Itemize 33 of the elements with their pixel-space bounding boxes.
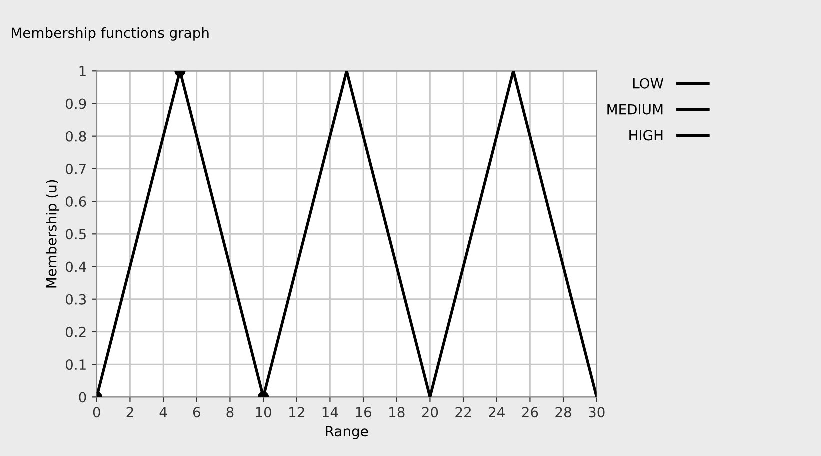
legend-label: HIGH [630,130,663,141]
x-tick-label: 30 [589,407,605,418]
x-tick-label: 2 [126,407,134,418]
y-tick-label: 1 [80,66,86,76]
x-tick-label: 8 [226,407,234,418]
y-axis-title: Membership (u) [46,180,60,288]
x-tick-label: 6 [193,407,200,418]
x-tick-label: 22 [456,407,471,418]
x-tick-label: 4 [160,407,168,418]
x-tick-label: 14 [322,407,338,418]
y-tick-label: 0.8 [66,131,86,142]
y-tick-label: 0.7 [66,164,86,174]
y-tick-label: 0.1 [66,360,86,370]
y-tick-label: 0.4 [66,262,86,272]
y-tick-label: 0.3 [66,294,86,305]
y-tick-label: 0 [79,392,86,403]
x-tick-label: 28 [556,407,572,418]
x-tick-label: 26 [522,407,538,418]
x-axis-title: Range [326,426,368,440]
x-tick-label: 16 [356,407,372,418]
x-tick-label: 12 [290,407,304,418]
x-tick-label: 10 [256,407,272,418]
legend-label: LOW [633,78,664,89]
x-tick-label: 20 [422,407,438,418]
x-tick-label: 0 [93,407,100,418]
x-tick-label: 18 [390,407,405,418]
y-tick-label: 0.9 [66,98,86,110]
y-tick-label: 0.2 [66,326,86,338]
y-tick-label: 0.6 [66,196,86,208]
chart-title: Membership functions graph [12,27,209,41]
y-tick-label: 0.5 [66,229,86,240]
legend-label: MEDIUM [608,104,663,115]
x-tick-label: 24 [489,407,505,418]
